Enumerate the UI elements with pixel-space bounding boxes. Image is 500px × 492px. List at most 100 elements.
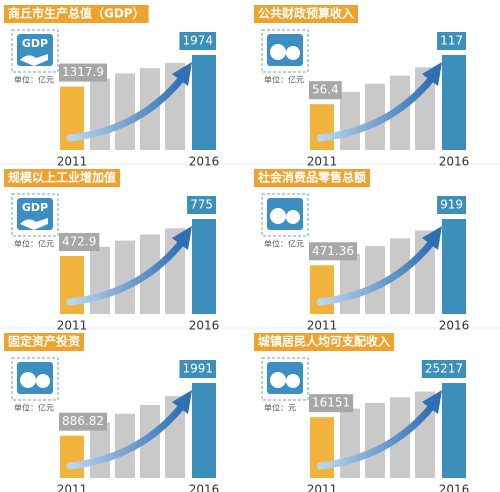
icon-frame [11,193,59,237]
panel: 商丘市生产总值（GDP） GDP 单位：亿元 1317.9 1974 2011 2016 [4,5,219,169]
x-tick-label: 2011 [307,319,338,333]
value-label: 775 [190,198,213,212]
x-tick-label: 2016 [189,155,220,169]
value-label: 919 [440,198,463,212]
value-label: 16151 [312,396,350,410]
x-tick-label: 2016 [189,319,220,333]
icon-shape [286,46,300,60]
title-bg [254,333,395,351]
value-label: 1974 [182,34,213,48]
icon-shape [270,44,286,60]
trend-arrow [66,74,186,142]
value-label: 117 [440,34,463,48]
panel: 规模以上工业增加值 GDP 单位：亿元 472.9 775 2011 2016 [4,169,219,333]
decor-bar [90,422,110,478]
arrow-head [172,226,192,250]
value-label-box [437,196,466,214]
trend-arrow [66,238,186,306]
value-label-box [59,233,100,252]
x-tick-label: 2011 [307,155,338,169]
unit-label: 单位：元 [264,403,296,413]
icon-hand [20,218,48,230]
decor-bar [340,253,360,314]
icon-shape [36,374,50,388]
bar [60,435,84,478]
value-label: 472.9 [62,235,96,249]
bar [442,219,466,314]
decor-bar [90,78,110,150]
value-label-box [59,63,107,82]
x-tick-label: 2016 [439,319,470,333]
bar [60,256,84,314]
x-tick-label: 2011 [57,483,88,492]
arrow-head [422,226,442,250]
icon-shape [270,208,286,224]
arrow-head [422,62,442,86]
panel-title: 固定资产投资 [8,334,80,349]
unit-label: 单位：亿元 [264,75,304,85]
icon-frame [11,357,59,401]
value-label: 25217 [425,362,463,376]
icon-text: GDP [22,201,48,214]
value-label-box [309,394,354,413]
value-label: 56.4 [312,83,339,97]
trend-arrow [316,402,436,470]
decor-bar [365,402,385,478]
decor-bar [90,246,110,314]
title-bg [4,169,121,187]
value-label: 1317.9 [62,65,104,79]
trend-arrow [66,402,186,470]
value-label: 886.82 [62,414,104,428]
decor-bar [115,240,135,314]
bar [442,383,466,478]
icon-shape [270,372,286,388]
value-label-box [309,242,357,261]
panel-title: 商丘市生产总值（GDP） [8,6,145,21]
value-label-box [437,32,466,50]
arrow-head [422,390,442,414]
panel-title: 城镇居民人均可支配收入 [258,334,390,349]
title-bg [254,5,359,23]
value-label-box [179,360,216,378]
decor-bar [340,91,360,150]
arrow-head [172,62,192,86]
bar [310,104,334,150]
trend-arrow [316,74,436,142]
icon-shape [20,372,36,388]
title-bg [254,169,371,187]
decor-bar [140,404,160,478]
icon-shape [286,210,300,224]
decor-bar [365,83,385,150]
unit-label: 单位：亿元 [14,239,54,249]
decor-bar [390,75,410,150]
decor-bar [365,245,385,314]
unit-label: 单位：亿元 [264,239,304,249]
decor-bar [115,73,135,150]
x-tick-label: 2016 [439,483,470,492]
panel-title: 公共财政预算收入 [258,6,354,21]
panel-title: 社会消费品零售总额 [257,170,366,185]
unit-label: 单位：亿元 [14,75,54,85]
bar [442,55,466,150]
icon-hand [20,54,48,66]
icon-text: GDP [22,37,48,50]
icon-frame [261,29,309,73]
value-label-box [421,360,466,378]
value-label: 471.36 [312,244,354,258]
decor-bar [340,408,360,478]
x-tick-label: 2011 [307,483,338,492]
decor-bar [115,413,135,478]
panel-title: 规模以上工业增加值 [8,170,116,185]
icon-frame [261,357,309,401]
value-label-box [59,412,107,431]
icon-shape [286,374,300,388]
bar [192,383,216,478]
x-tick-label: 2016 [189,483,220,492]
bar [310,265,334,314]
icon-frame [261,193,309,237]
